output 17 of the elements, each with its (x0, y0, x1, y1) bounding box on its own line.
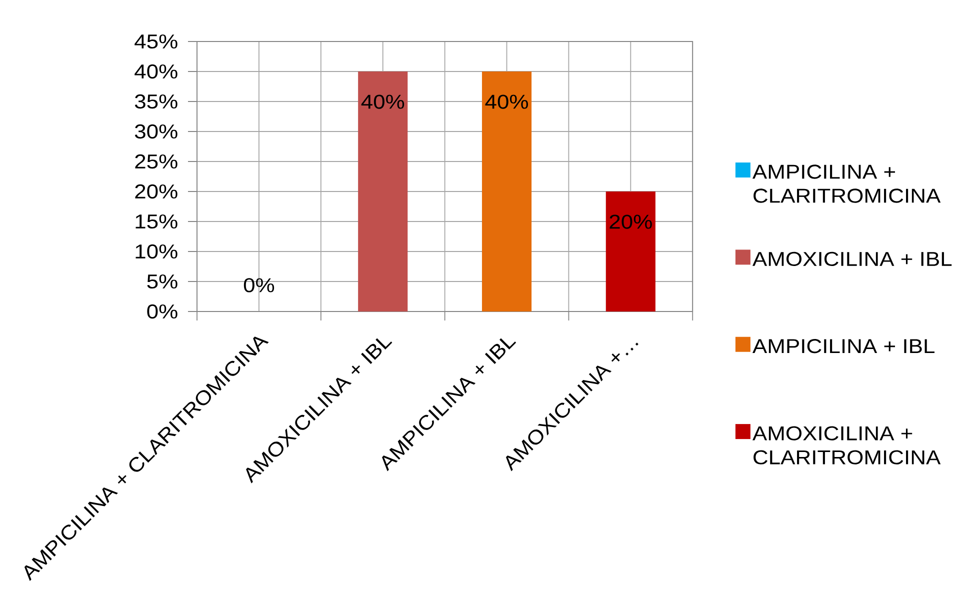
y-tick-label: 35% (134, 94, 178, 109)
y-tick-label: 0% (147, 304, 178, 319)
y-tick-label: 10% (136, 244, 178, 259)
y-tick-label: 20% (135, 184, 178, 199)
data-label: 20% (610, 214, 652, 229)
data-label: 40% (485, 94, 528, 109)
data-label: 0% (244, 278, 274, 292)
legend-label: AMPICILINA + CLARITROMICINA (752, 164, 941, 203)
legend-label: AMOXICILINA + CLARITROMICINA (752, 426, 941, 464)
y-tick-label: 30% (134, 124, 178, 139)
legend-label: AMOXICILINA + IBL (752, 252, 952, 266)
y-tick-label: 40% (134, 64, 178, 79)
y-tick-label: 45% (134, 34, 178, 49)
y-tick-label: 25% (135, 154, 178, 169)
data-label: 40% (361, 94, 404, 109)
y-tick-label: 5% (147, 274, 178, 289)
y-tick-label: 15% (136, 214, 178, 229)
